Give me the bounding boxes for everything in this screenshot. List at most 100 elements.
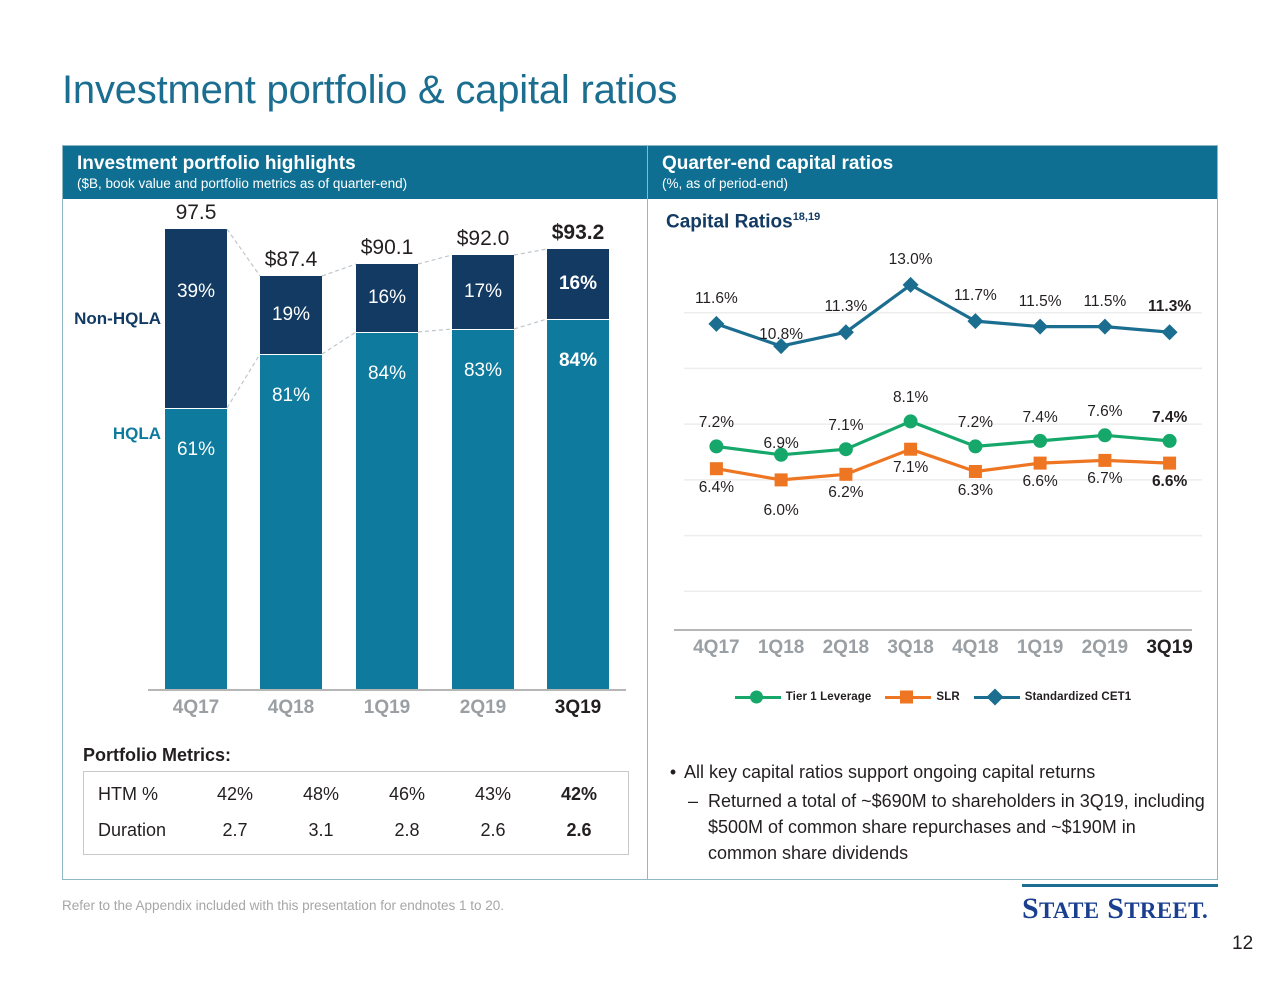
logo-word1-rest: TATE: [1039, 898, 1100, 923]
metrics-cell: 42%: [560, 783, 598, 804]
legend-label: SLR: [936, 691, 960, 703]
bar-segment-label: 16%: [367, 287, 407, 308]
data-label: 7.4%: [1022, 408, 1058, 426]
bar-plot-area: 39% 61% 97.5 19% 81% $87.4 16% 84% $90.1 17% 83% $9…: [74, 201, 626, 689]
legend-line-swatch: [734, 690, 781, 704]
bar-segment-non-hqla: 39%: [165, 229, 227, 408]
bar-group: 17% 83%: [452, 255, 514, 689]
metrics-cell: 2.7: [222, 819, 248, 840]
data-label: 11.3%: [1148, 298, 1192, 316]
bar-total-label: $90.1: [360, 236, 414, 259]
data-label: 11.7%: [953, 287, 997, 305]
bar-category-label: 1Q19: [363, 697, 411, 718]
bar-segment-label: 81%: [271, 385, 311, 406]
right-panel-title: Quarter-end capital ratios: [661, 153, 894, 174]
bar-segment-hqla: 83%: [452, 329, 514, 689]
bar-segment-label: 83%: [463, 360, 503, 381]
data-label: 6.9%: [763, 434, 799, 452]
bar-total-label: 97.5: [175, 201, 217, 224]
line-category-label: 3Q19: [1146, 637, 1193, 658]
legend-label: Tier 1 Leverage: [785, 691, 872, 703]
bar-total-label: $87.4: [264, 248, 318, 271]
bar-group: 19% 81%: [260, 276, 322, 689]
chart-legend: Tier 1 Leverage SLR Standardized CET1: [648, 688, 1218, 706]
metrics-cell: 2.6: [566, 819, 592, 840]
metrics-cell: 48%: [302, 783, 340, 804]
chart-heading-superscript: 18,19: [792, 211, 821, 223]
line-category-label: 3Q18: [887, 637, 934, 658]
bar-segment-label: 84%: [367, 363, 407, 384]
metrics-row-label: Duration: [98, 819, 167, 840]
bar-x-axis: [148, 689, 626, 691]
bullet-primary-text: All key capital ratios support ongoing c…: [683, 762, 1096, 782]
legend-item: Tier 1 Leverage: [734, 690, 872, 704]
bar-segment-non-hqla: 16%: [547, 249, 609, 319]
bar-group: 16% 84%: [356, 264, 418, 689]
metrics-cell: 46%: [388, 783, 426, 804]
line-category-label: 2Q18: [822, 637, 870, 658]
line-category-label: 4Q18: [952, 637, 999, 658]
logo-wordmark: STATE STREET.: [1022, 892, 1218, 926]
metrics-row: Duration 2.7 3.1 2.8 2.6 2.6: [84, 812, 628, 848]
data-label: 7.4%: [1151, 408, 1188, 426]
data-label: 6.6%: [1022, 473, 1058, 491]
bar-segment-hqla: 84%: [547, 319, 609, 689]
legend-marker-icon: [900, 690, 914, 704]
right-panel-header: Quarter-end capital ratios (%, as of per…: [647, 146, 1217, 199]
portfolio-metrics-table: HTM % 42% 48% 46% 43% 42% Duration 2.7 3.1 2.8 2.6…: [83, 771, 629, 855]
data-label: 7.6%: [1087, 403, 1123, 421]
capital-ratios-line-chart: Capital Ratios18,19 11.6% 10.8% 11.3% 13.0%…: [648, 199, 1218, 739]
bullet-marker-icon: •: [669, 762, 677, 782]
chart-heading-text: Capital Ratios: [665, 211, 793, 233]
bar-category-label: 2Q19: [459, 697, 507, 718]
chart-heading: Capital Ratios18,19: [666, 211, 820, 233]
bar-segment-hqla: 84%: [356, 332, 418, 689]
bar-segment-label: 17%: [463, 281, 503, 302]
metrics-cell: 42%: [216, 783, 254, 804]
bullet-secondary-text: Returned a total of ~$690M to shareholde…: [707, 791, 1205, 863]
bar-category-label: 4Q17: [172, 697, 220, 718]
bar-segment-non-hqla: 17%: [452, 255, 514, 329]
bar-segment-label: 16%: [558, 273, 598, 294]
data-label: 13.0%: [888, 250, 933, 268]
data-label: 7.1%: [828, 417, 864, 435]
bar-group: 16% 84%: [547, 249, 609, 689]
metrics-cell: 2.8: [394, 819, 420, 840]
data-label: 7.2%: [698, 414, 735, 432]
logo-word2-rest: TREET.: [1124, 898, 1209, 923]
page-number: 12: [1232, 933, 1254, 954]
data-label: 6.6%: [1151, 473, 1188, 491]
data-label: 6.4%: [698, 478, 735, 496]
line-category-label: 1Q19: [1016, 637, 1064, 658]
data-label: 6.2%: [828, 484, 864, 502]
legend-marker-icon: [749, 690, 763, 704]
content-frame: Investment portfolio highlights ($B, boo…: [62, 145, 1218, 880]
bar-category-label: 4Q18: [267, 697, 315, 718]
legend-line-swatch: [885, 690, 932, 704]
legend-item: SLR: [885, 690, 960, 704]
footnote: Refer to the Appendix included with this…: [62, 898, 505, 913]
dash-marker-icon: –: [687, 791, 698, 811]
series-label-hqla: HQLA: [112, 424, 161, 443]
legend-marker-icon: [986, 688, 1004, 706]
right-panel-body: Capital Ratios18,19 11.6% 10.8% 11.3% 13.0%…: [648, 199, 1217, 881]
metrics-cell: 3.1: [308, 819, 334, 840]
page-title: Investment portfolio & capital ratios: [62, 68, 678, 112]
capital-ratios-panel: Quarter-end capital ratios (%, as of per…: [647, 146, 1217, 881]
bar-segment-hqla: 81%: [260, 354, 322, 689]
data-label: 6.0%: [763, 501, 799, 519]
data-label: 11.6%: [694, 289, 738, 307]
bar-segment-label: 39%: [176, 281, 216, 302]
data-label: 11.5%: [1083, 292, 1127, 310]
left-panel-body: 39% 61% 97.5 19% 81% $87.4 16% 84% $90.1 17% 83% $9…: [63, 199, 647, 881]
left-panel-subtitle: ($B, book value and portfolio metrics as…: [77, 176, 408, 191]
data-label: 7.2%: [957, 414, 994, 432]
legend-line-swatch: [973, 688, 1020, 706]
portfolio-metrics-title: Portfolio Metrics:: [83, 745, 232, 765]
bar-group: 39% 61%: [165, 229, 227, 689]
line-category-label: 2Q19: [1081, 637, 1129, 658]
left-panel-header: Investment portfolio highlights ($B, boo…: [63, 146, 647, 199]
line-category-label: 1Q18: [757, 637, 805, 658]
bar-segment-non-hqla: 16%: [356, 264, 418, 332]
